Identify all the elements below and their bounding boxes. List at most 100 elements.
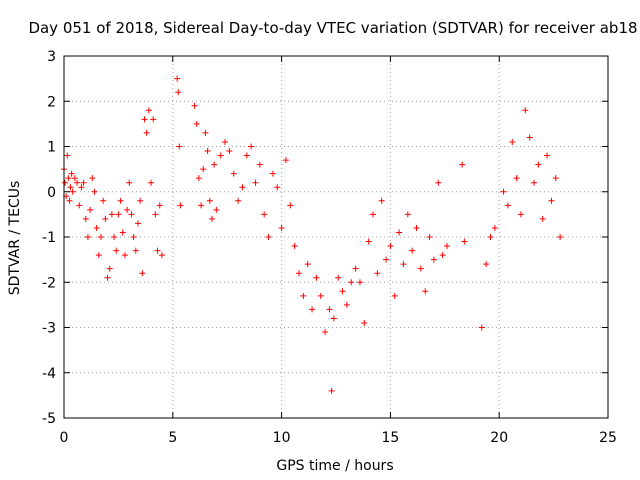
data-point [115,211,122,218]
data-point [202,129,209,136]
data-point [191,102,198,109]
data-point [252,179,259,186]
y-tick-label: -3 [42,321,56,337]
data-point [121,252,128,259]
data-point [152,211,159,218]
data-point [226,148,233,155]
data-point [487,234,494,240]
data-point [265,234,272,240]
data-point [313,274,320,281]
data-point [119,229,126,236]
data-point [339,288,346,295]
data-point [478,324,485,331]
x-tick-label: 15 [381,430,399,446]
data-point [137,197,144,204]
data-point [78,184,85,191]
data-point [330,315,337,322]
data-point [352,265,359,272]
data-point [483,261,490,268]
data-point [291,243,298,250]
data-point [269,170,276,177]
data-point [409,247,416,254]
data-point [113,247,120,254]
data-point [439,252,446,259]
data-point [443,243,450,250]
data-point [89,175,96,182]
data-point [108,211,115,218]
data-point [422,288,429,295]
data-point [176,143,183,150]
data-point [400,261,407,268]
data-point [317,292,324,299]
data-point [459,161,466,168]
data-point [217,152,224,159]
data-point [552,175,559,182]
data-point [130,234,137,240]
data-point [156,202,163,209]
data-point [504,202,511,209]
data-point [65,175,72,182]
data-point [208,215,215,222]
data-point [300,292,307,299]
y-tick-label: -5 [42,411,56,427]
data-point [68,170,75,177]
data-point [128,211,135,218]
chart-title: Day 051 of 2018, Sidereal Day-to-day VTE… [28,19,637,37]
data-point [348,279,355,286]
y-tick-label: 0 [47,185,56,201]
data-point [64,152,71,159]
data-point [71,175,78,182]
data-point [239,184,246,191]
data-point [296,270,303,277]
data-point [361,319,368,326]
data-point [282,157,289,164]
data-point [287,202,294,209]
data-point [256,161,263,168]
x-tick-label: 20 [490,430,508,446]
data-point [175,89,182,96]
data-point [82,215,89,222]
data-point [158,252,165,259]
data-point [539,215,546,222]
x-tick-label: 0 [60,430,69,446]
data-point [200,166,207,173]
data-point [67,184,74,191]
data-point [211,161,218,168]
data-point [374,270,381,277]
data-point [126,179,133,186]
data-point [383,256,390,263]
data-point [154,247,161,254]
data-point [304,261,311,268]
data-point [243,152,250,159]
data-point [535,161,542,168]
data-point [111,234,118,240]
data-point [177,202,184,209]
data-point [102,215,109,222]
data-point [548,197,555,204]
x-tick-label: 5 [168,430,177,446]
data-point [206,197,213,204]
x-tick-label: 25 [599,430,617,446]
data-points [61,75,564,394]
y-axis-label: SDTVAR / TECUs [7,181,23,296]
y-tick-label: 2 [47,94,56,110]
data-point [430,256,437,263]
y-tick-label: 1 [47,140,56,156]
data-point [365,238,372,245]
data-point [97,234,104,240]
y-tick-label: 3 [47,49,56,65]
data-point [435,179,442,186]
data-point [387,243,394,250]
data-point [500,188,507,195]
data-point [132,247,139,254]
data-point [322,329,329,336]
data-point [193,120,200,127]
data-point [328,387,335,394]
data-point [513,175,520,182]
data-point [87,206,94,213]
data-point [230,170,237,177]
y-tick-label: -2 [42,275,56,291]
data-point [517,211,524,218]
